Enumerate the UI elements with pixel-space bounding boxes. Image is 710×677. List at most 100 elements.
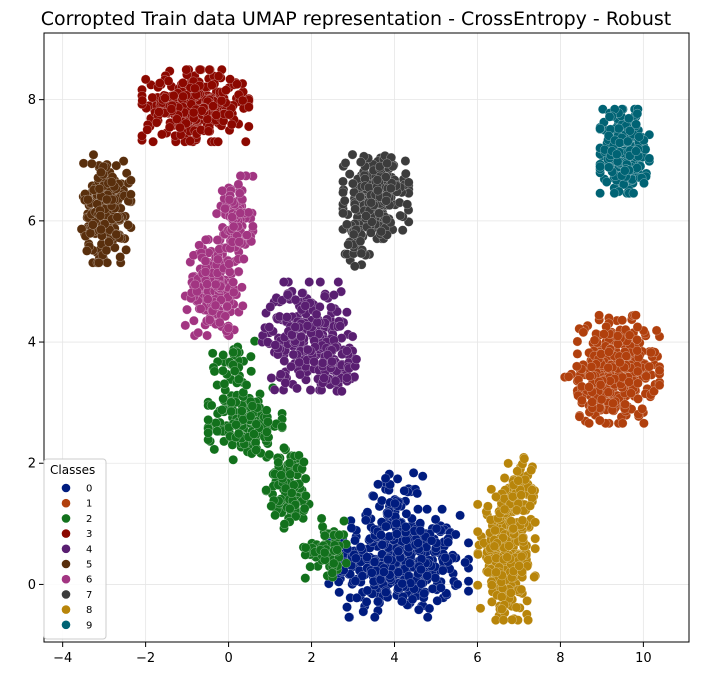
y-tick-label: 4	[28, 336, 36, 351]
data-point-class-2	[316, 513, 327, 524]
data-point-class-0	[413, 504, 423, 515]
data-point-class-1	[651, 325, 662, 336]
x-tick-label: 4	[390, 651, 398, 666]
data-point-class-0	[452, 579, 463, 590]
data-point-class-1	[637, 403, 648, 414]
data-point-class-5	[111, 229, 122, 240]
data-point-class-0	[351, 553, 361, 564]
data-point-class-6	[180, 320, 191, 331]
data-point-class-0	[426, 535, 437, 546]
data-point-class-1	[608, 398, 618, 409]
data-point-class-0	[373, 596, 383, 607]
data-point-class-0	[413, 604, 424, 615]
data-point-class-3	[203, 126, 214, 136]
data-point-class-9	[595, 161, 605, 172]
legend-marker-4	[61, 544, 71, 554]
data-point-class-1	[578, 327, 589, 338]
data-point-class-1	[585, 371, 595, 382]
data-point-class-0	[362, 507, 373, 518]
data-point-class-8	[522, 596, 532, 606]
data-point-class-2	[218, 365, 228, 376]
data-point-class-8	[472, 499, 483, 510]
data-point-class-6	[243, 207, 254, 218]
data-point-class-6	[214, 317, 225, 328]
data-point-class-7	[348, 178, 358, 189]
data-point-class-2	[284, 503, 295, 514]
data-point-class-3	[243, 102, 254, 112]
data-point-class-8	[512, 466, 523, 477]
data-point-class-8	[530, 543, 541, 554]
data-point-class-2	[229, 366, 240, 376]
data-point-class-0	[376, 530, 386, 540]
y-tick-label: 2	[28, 457, 36, 472]
data-point-class-6	[210, 279, 221, 290]
data-point-class-4	[295, 369, 305, 380]
data-point-class-6	[210, 300, 221, 311]
data-point-class-2	[209, 444, 220, 455]
data-point-class-4	[305, 385, 316, 395]
data-point-class-4	[351, 354, 362, 365]
data-point-class-3	[216, 96, 227, 106]
data-point-class-8	[498, 615, 509, 625]
data-point-class-8	[486, 580, 497, 590]
data-point-class-2	[246, 351, 256, 362]
data-point-class-0	[350, 535, 360, 546]
data-point-class-1	[644, 361, 655, 372]
data-point-class-4	[292, 383, 302, 394]
data-point-class-8	[516, 584, 527, 595]
data-point-class-0	[417, 471, 428, 482]
data-point-class-5	[95, 210, 106, 221]
data-point-class-1	[612, 331, 623, 341]
data-point-class-0	[463, 576, 474, 587]
data-point-class-5	[96, 224, 106, 235]
data-point-class-8	[472, 580, 483, 591]
data-point-class-3	[172, 114, 182, 124]
data-point-class-4	[319, 291, 330, 302]
legend-marker-9	[61, 620, 71, 630]
data-point-class-0	[407, 594, 418, 605]
data-point-class-0	[460, 557, 470, 568]
data-point-class-3	[175, 122, 185, 133]
data-point-class-8	[496, 604, 507, 615]
data-point-class-4	[319, 373, 329, 383]
data-point-class-2	[266, 501, 277, 511]
data-point-class-7	[376, 226, 387, 237]
data-point-class-1	[633, 394, 643, 404]
data-point-class-4	[296, 331, 306, 342]
data-point-class-0	[416, 579, 427, 589]
data-point-class-1	[589, 335, 600, 346]
data-point-class-4	[280, 378, 291, 388]
data-point-class-0	[369, 612, 380, 623]
data-point-class-0	[383, 554, 393, 565]
data-point-class-8	[530, 517, 541, 528]
data-point-class-2	[249, 429, 259, 439]
data-point-class-7	[374, 208, 384, 219]
legend-marker-6	[61, 574, 71, 584]
data-point-class-1	[572, 361, 582, 372]
data-point-class-3	[181, 64, 192, 75]
data-point-class-1	[641, 371, 652, 382]
data-point-class-2	[341, 558, 352, 569]
legend-title: Classes	[50, 463, 95, 477]
data-point-class-0	[432, 596, 443, 606]
data-point-class-2	[212, 426, 222, 437]
x-tick-label: −2	[136, 651, 155, 666]
y-tick-label: 6	[28, 214, 36, 229]
data-points	[76, 64, 665, 625]
data-point-class-1	[649, 386, 659, 397]
data-point-class-5	[106, 177, 117, 187]
data-point-class-4	[327, 356, 337, 367]
data-point-class-9	[644, 153, 655, 164]
data-point-class-6	[200, 267, 211, 277]
data-point-class-5	[101, 245, 112, 256]
data-point-class-8	[473, 549, 483, 560]
data-point-class-5	[83, 194, 93, 205]
data-point-class-3	[140, 74, 151, 85]
data-point-class-4	[278, 277, 289, 287]
data-point-class-5	[87, 158, 97, 169]
data-point-class-2	[246, 366, 256, 377]
data-point-class-4	[341, 346, 352, 356]
data-point-class-8	[483, 567, 493, 578]
data-point-class-2	[228, 347, 238, 358]
